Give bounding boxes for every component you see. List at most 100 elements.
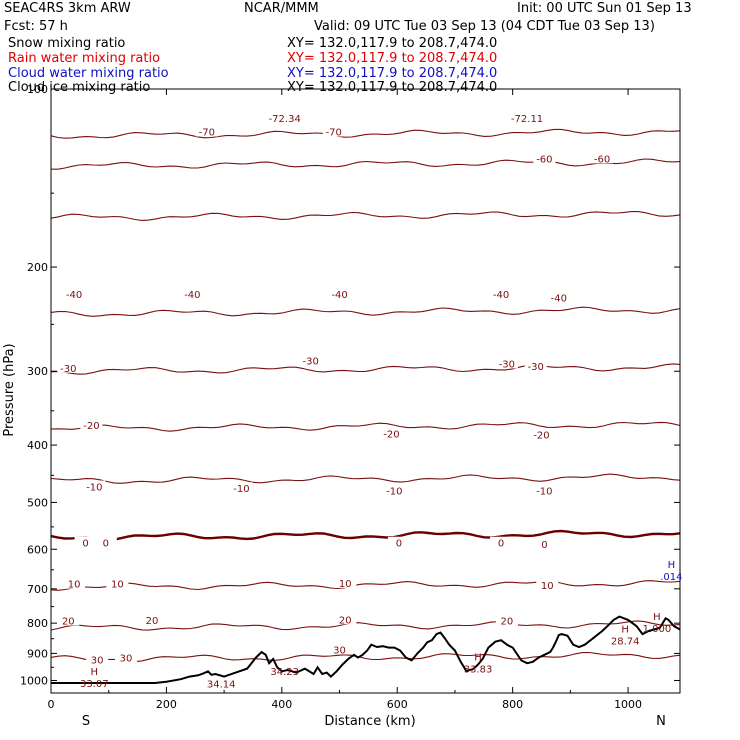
model-title: SEAC4RS 3km ARW (4, 1, 131, 16)
contour-label: -30 (528, 362, 544, 373)
contour-label-bg (328, 643, 351, 655)
contour-label: 30 (333, 645, 346, 656)
contour-label: -40 (551, 293, 567, 304)
contour-label-bg (334, 613, 357, 625)
y-tick-label: 500 (27, 496, 48, 509)
contour-label: -70 (199, 128, 215, 139)
y-tick-label: 800 (27, 617, 48, 630)
x-tick-label: 800 (502, 698, 523, 711)
x-tick-label: 400 (271, 698, 292, 711)
contour-label: -60 (536, 154, 552, 165)
high-marker-label: H (668, 560, 676, 571)
contour-label-bg (230, 482, 253, 494)
contour-label: -40 (331, 290, 347, 301)
y-tick-label: 600 (27, 543, 48, 556)
contour-label-bg (86, 653, 109, 665)
contour-label: -60 (594, 154, 610, 165)
contour-label-bg (547, 291, 570, 303)
contour-label: 20 (146, 616, 159, 627)
contour-label-bg (195, 125, 218, 137)
high-marker-value: 28.74 (611, 636, 640, 647)
contour-label: 20 (62, 617, 75, 628)
contour-label-bg (83, 480, 106, 492)
contour-labels: -70 -72.34 -70 -72.11 -60 -60 -40 -40 -40 -40 -40 -… (57, 112, 614, 667)
contour-label: -10 (86, 483, 102, 494)
contour-label-bg (299, 354, 322, 366)
y-tick-label: 300 (27, 365, 48, 378)
contour-label-bg (273, 112, 296, 124)
init-time: Init: 00 UTC Sun 01 Sep 13 (517, 1, 692, 16)
contour-line-m70 (50, 128, 681, 139)
field-xy-rain: XY= 132.0,117.9 to 208.7,474.0 (287, 51, 498, 66)
high-marker-value: 34.14 (207, 680, 236, 691)
contour-label: -72.11 (511, 114, 543, 125)
contour-line-m50 (50, 211, 681, 221)
contour-label-bg (106, 577, 129, 589)
contour-label-bg (533, 484, 556, 496)
contour-label-bg (57, 614, 80, 626)
field-xy-cloud-ice: XY= 132.0,117.9 to 208.7,474.0 (287, 80, 498, 95)
y-tick-label: 200 (27, 261, 48, 274)
contour-label: 30 (120, 654, 133, 665)
high-marker-value: 33.07 (80, 679, 109, 690)
x-end-label-north: N (656, 714, 666, 729)
contour-label-bg (495, 614, 518, 626)
x-end-label-south: S (82, 714, 90, 729)
contour-label-bg (115, 651, 138, 663)
x-tick-label: 0 (48, 698, 55, 711)
contour-label: -40 (493, 290, 509, 301)
contour-line-m40 (50, 306, 681, 317)
contour-label: -72.34 (269, 114, 301, 125)
contour-label: 10 (68, 580, 81, 591)
high-marker-label: H (621, 624, 629, 635)
contour-line-20 (50, 620, 681, 631)
contour-label: -70 (326, 128, 342, 139)
forecast-hour: Fcst: 57 h (4, 19, 68, 34)
contour-label: 10 (111, 580, 124, 591)
high-marker-label: H (474, 653, 482, 664)
contour-label: -40 (184, 290, 200, 301)
contour-label: 20 (339, 615, 352, 626)
contour-line-0 (50, 529, 681, 542)
contour-label-bg (74, 536, 97, 548)
y-tick-label: 400 (27, 439, 48, 452)
contour-label: 0 (498, 539, 504, 550)
contour-label: 0 (396, 539, 402, 550)
contour-label: -30 (499, 359, 515, 370)
plot-frame (50, 88, 681, 694)
high-marker-value: 34.23 (270, 667, 299, 678)
contour-label: -20 (383, 429, 399, 440)
contour-label: 30 (91, 656, 104, 667)
y-tick-label: 100 (27, 83, 48, 96)
contour-label-bg (516, 112, 539, 124)
contour-label: 20 (501, 617, 514, 628)
contour-line-m60 (51, 158, 681, 170)
contour-label-bg (591, 152, 614, 164)
high-marker-label: H (91, 667, 99, 678)
y-tick-label: 900 (27, 647, 48, 660)
field-label-cloud-ice: Cloud ice mixing ratio (8, 80, 151, 95)
contour-label: 0 (103, 539, 109, 550)
high-marker-value: 1.000 (643, 624, 672, 635)
plot-border (50, 88, 681, 694)
contour-label-bg (536, 579, 559, 591)
contour-label-bg (524, 360, 547, 372)
contour-label-bg (63, 287, 86, 299)
field-xy-cloud-water: XY= 132.0,117.9 to 208.7,474.0 (287, 66, 498, 81)
contour-label-bg (94, 536, 117, 548)
contour-label-bg (387, 536, 410, 548)
contour-label-bg (63, 577, 86, 589)
contour-line-m30 (50, 363, 681, 375)
valid-time: Valid: 09 UTC Tue 03 Sep 13 (04 CDT Tue … (314, 19, 655, 34)
contour-label-bg (533, 538, 556, 550)
terrain-profile (51, 615, 681, 684)
contour-label-bg (490, 287, 513, 299)
contour-line-m10 (50, 473, 681, 484)
field-label-cloud-water: Cloud water mixing ratio (8, 66, 169, 81)
field-label-rain: Rain water mixing ratio (8, 51, 161, 66)
contour-label: -20 (533, 431, 549, 442)
contour-label: 10 (339, 579, 352, 590)
high-marker-value: 33.83 (464, 665, 493, 676)
high-marker-value: .014 (660, 572, 682, 583)
